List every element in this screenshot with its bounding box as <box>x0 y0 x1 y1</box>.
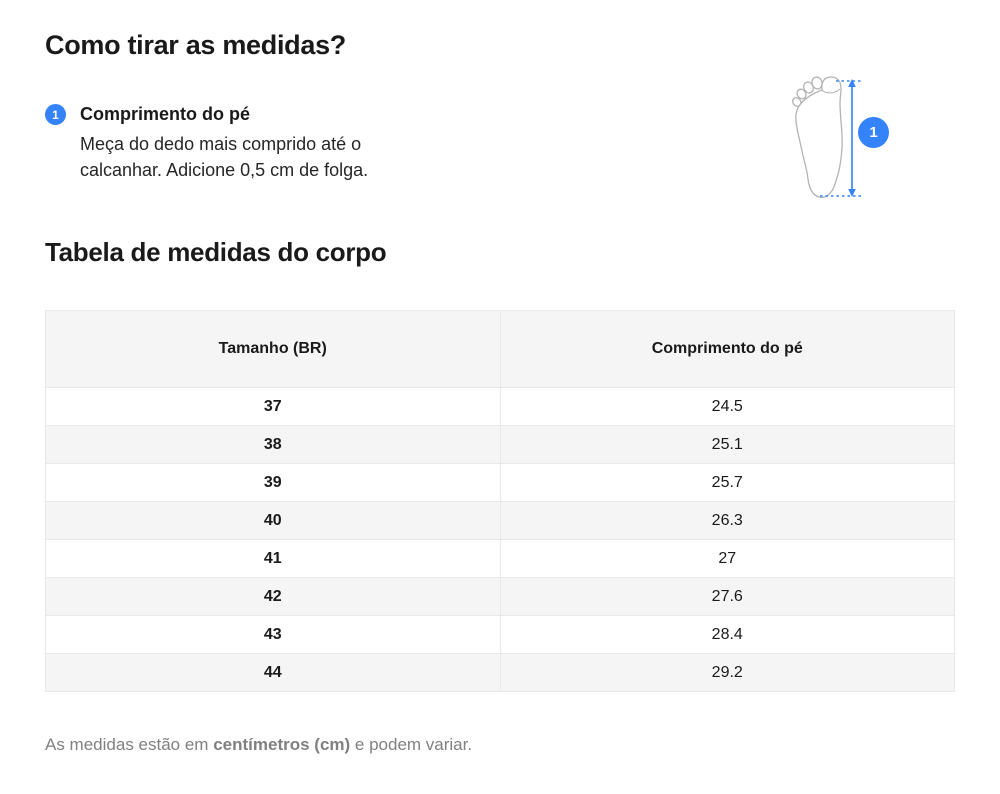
table-row: 42 27.6 <box>45 577 955 616</box>
length-cell: 28.4 <box>499 615 955 654</box>
size-table: Tamanho (BR) Comprimento do pé 37 24.5 3… <box>45 310 955 692</box>
size-cell: 44 <box>45 653 501 692</box>
foot-outline-icon <box>792 76 863 199</box>
step-body: Comprimento do pé Meça do dedo mais comp… <box>80 103 368 183</box>
table-row: 38 25.1 <box>45 425 955 464</box>
table-row: 37 24.5 <box>45 387 955 426</box>
measure-number-badge: 1 <box>858 117 889 148</box>
table-row: 43 28.4 <box>45 615 955 654</box>
table-header-row: Tamanho (BR) Comprimento do pé <box>45 310 955 388</box>
table-section-title: Tabela de medidas do corpo <box>45 237 387 267</box>
step-description: Meça do dedo mais comprido até o calcanh… <box>80 131 368 183</box>
length-cell: 24.5 <box>499 387 955 426</box>
footnote-prefix: As medidas estão em <box>45 735 214 754</box>
size-cell: 37 <box>45 387 501 426</box>
footnote-suffix: e podem variar. <box>350 735 473 754</box>
foot-measure-illustration: 1 <box>791 73 901 213</box>
step-description-line1: Meça do dedo mais comprido até o <box>80 134 362 154</box>
length-cell: 27 <box>499 539 955 578</box>
footnote: As medidas estão em centímetros (cm) e p… <box>45 735 472 755</box>
length-cell: 27.6 <box>499 577 955 616</box>
step-description-line2: calcanhar. Adicione 0,5 cm de folga. <box>80 160 369 180</box>
length-cell: 26.3 <box>499 501 955 540</box>
step-title: Comprimento do pé <box>80 104 250 124</box>
length-cell: 25.7 <box>499 463 955 502</box>
size-cell: 41 <box>45 539 501 578</box>
page-title: Como tirar as medidas? <box>45 30 346 60</box>
measure-arrow-icon <box>820 79 863 197</box>
length-cell: 29.2 <box>499 653 955 692</box>
column-header-foot-length: Comprimento do pé <box>499 310 955 388</box>
table-row: 39 25.7 <box>45 463 955 502</box>
size-cell: 43 <box>45 615 501 654</box>
size-cell: 39 <box>45 463 501 502</box>
step-foot-length: 1 Comprimento do pé Meça do dedo mais co… <box>45 103 368 183</box>
table-row: 40 26.3 <box>45 501 955 540</box>
table-row: 44 29.2 <box>45 653 955 692</box>
table-row: 41 27 <box>45 539 955 578</box>
footnote-bold: centímetros (cm) <box>213 735 351 754</box>
size-cell: 38 <box>45 425 501 464</box>
size-cell: 40 <box>45 501 501 540</box>
column-header-size: Tamanho (BR) <box>45 310 501 388</box>
size-cell: 42 <box>45 577 501 616</box>
step-number-badge: 1 <box>45 104 66 125</box>
length-cell: 25.1 <box>499 425 955 464</box>
